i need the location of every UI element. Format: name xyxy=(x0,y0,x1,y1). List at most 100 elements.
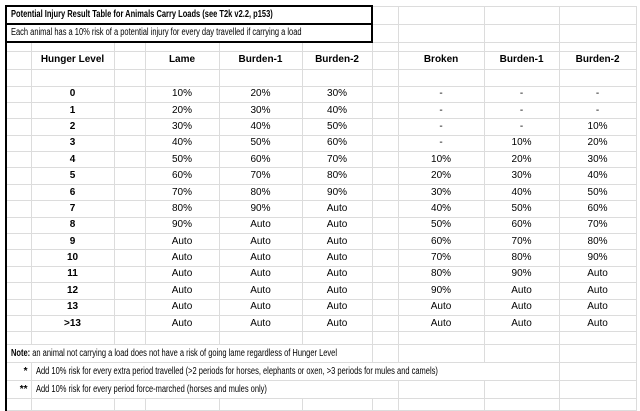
burden1-right-value-cell: Auto xyxy=(484,299,560,316)
hunger-level-cell: 10 xyxy=(31,249,115,267)
lame-value-cell: 10% xyxy=(145,86,220,103)
burden2-left-value-cell: Auto xyxy=(302,315,373,333)
empty-cell xyxy=(302,42,373,52)
table-row: 13 Auto Auto Auto Auto Auto Auto xyxy=(6,299,637,316)
subtitle-cell: Each animal has a 10% risk of a potentia… xyxy=(6,24,374,43)
empty-cell xyxy=(31,69,115,87)
blank-row xyxy=(6,42,637,52)
header-hunger-level: Hunger Level xyxy=(31,51,115,70)
footnote-double-star-row: ** Add 10% risk for every period force-m… xyxy=(6,380,637,400)
empty-cell xyxy=(114,266,146,284)
empty-cell xyxy=(6,184,32,202)
table-row: 12 Auto Auto Auto 90% Auto Auto xyxy=(6,282,637,300)
burden1-left-value-cell: Auto xyxy=(219,249,303,267)
empty-cell xyxy=(31,398,115,411)
hunger-level-cell: 2 xyxy=(31,118,115,136)
empty-cell xyxy=(484,69,560,87)
broken-value-cell: - xyxy=(398,102,485,120)
header-burden1-left: Burden-1 xyxy=(219,51,303,70)
hunger-level-cell: 3 xyxy=(31,135,115,153)
burden2-right-value-cell: Auto xyxy=(559,315,637,333)
star-note-cell: Add 10% risk for every extra period trav… xyxy=(31,362,560,382)
burden2-left-value-cell: Auto xyxy=(302,249,373,267)
empty-cell xyxy=(398,344,485,364)
burden2-left-value-cell: Auto xyxy=(302,217,373,235)
lame-value-cell: Auto xyxy=(145,315,220,333)
burden1-right-value-cell: 10% xyxy=(484,135,560,153)
empty-cell xyxy=(372,266,399,284)
empty-cell xyxy=(398,42,485,52)
empty-cell xyxy=(145,69,220,87)
burden2-right-value-cell: - xyxy=(559,102,637,120)
table-row: 4 50% 60% 70% 10% 20% 30% xyxy=(6,151,637,169)
hunger-level-cell: 0 xyxy=(31,86,115,103)
empty-cell xyxy=(559,344,637,364)
broken-value-cell: Auto xyxy=(398,315,485,333)
lame-value-cell: Auto xyxy=(145,266,220,284)
empty-cell xyxy=(6,299,32,316)
empty-cell xyxy=(6,331,32,346)
broken-value-cell: 70% xyxy=(398,249,485,267)
empty-cell xyxy=(114,282,146,300)
empty-cell xyxy=(6,51,32,70)
empty-cell xyxy=(372,315,399,333)
lame-value-cell: 80% xyxy=(145,200,220,218)
note-text: an animal not carrying a load does not h… xyxy=(30,347,338,359)
lame-value-cell: Auto xyxy=(145,249,220,267)
empty-cell xyxy=(372,42,399,52)
empty-cell xyxy=(302,331,373,346)
blank-row xyxy=(6,69,637,87)
empty-cell xyxy=(114,249,146,267)
empty-cell xyxy=(6,135,32,153)
blank-row xyxy=(6,398,637,411)
burden1-left-value-cell: 90% xyxy=(219,200,303,218)
burden1-right-value-cell: Auto xyxy=(484,315,560,333)
table-row: 6 70% 80% 90% 30% 40% 50% xyxy=(6,184,637,202)
broken-value-cell: - xyxy=(398,118,485,136)
blank-row xyxy=(6,331,637,346)
lame-value-cell: 90% xyxy=(145,217,220,235)
page-title: Potential Injury Result Table for Animal… xyxy=(11,9,273,20)
burden1-right-value-cell: - xyxy=(484,118,560,136)
empty-cell xyxy=(6,217,32,235)
empty-cell xyxy=(114,135,146,153)
empty-cell xyxy=(372,200,399,218)
empty-cell xyxy=(145,398,220,411)
table-row: 7 80% 90% Auto 40% 50% 60% xyxy=(6,200,637,218)
header-burden1-right: Burden-1 xyxy=(484,51,560,70)
lame-value-cell: 50% xyxy=(145,151,220,169)
broken-value-cell: 30% xyxy=(398,184,485,202)
burden2-left-value-cell: Auto xyxy=(302,200,373,218)
empty-cell xyxy=(114,331,146,346)
burden1-right-value-cell: 30% xyxy=(484,167,560,185)
empty-cell xyxy=(559,398,637,411)
empty-cell xyxy=(114,233,146,251)
empty-cell xyxy=(219,42,303,52)
table-row: 8 90% Auto Auto 50% 60% 70% xyxy=(6,217,637,235)
empty-cell xyxy=(372,282,399,300)
empty-cell xyxy=(484,380,560,400)
burden2-right-value-cell: 10% xyxy=(559,118,637,136)
broken-value-cell: 40% xyxy=(398,200,485,218)
lame-value-cell: 40% xyxy=(145,135,220,153)
lame-value-cell: Auto xyxy=(145,233,220,251)
burden2-left-value-cell: 30% xyxy=(302,86,373,103)
empty-cell xyxy=(6,282,32,300)
burden2-left-value-cell: 80% xyxy=(302,167,373,185)
empty-cell xyxy=(372,249,399,267)
note-label: Note: xyxy=(11,347,31,359)
burden2-left-value-cell: 50% xyxy=(302,118,373,136)
header-broken: Broken xyxy=(398,51,485,70)
note-cell: Note: an animal not carrying a load does… xyxy=(6,344,373,364)
empty-cell xyxy=(6,233,32,251)
empty-cell xyxy=(372,344,399,364)
hunger-level-cell: 4 xyxy=(31,151,115,169)
burden1-left-value-cell: 80% xyxy=(219,184,303,202)
empty-cell xyxy=(559,362,637,382)
empty-cell xyxy=(114,102,146,120)
empty-cell xyxy=(114,151,146,169)
hunger-level-cell: 13 xyxy=(31,299,115,316)
table-top-section: Potential Injury Result Table for Animal… xyxy=(6,5,637,87)
empty-cell xyxy=(484,24,560,43)
empty-cell xyxy=(6,167,32,185)
